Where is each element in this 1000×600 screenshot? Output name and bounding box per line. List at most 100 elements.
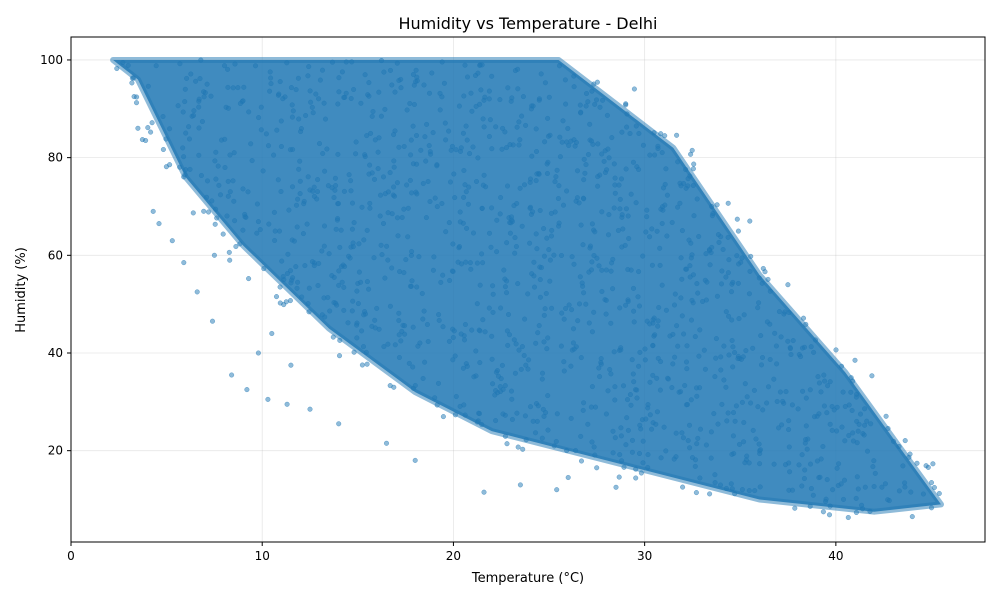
data-point [655,143,661,149]
data-point [502,276,508,282]
outlier-point [227,257,233,263]
data-point [778,334,784,340]
chart-title: Humidity vs Temperature - Delhi [398,14,657,33]
data-point [398,85,404,91]
data-point [517,137,523,143]
data-point [657,245,663,251]
data-point [821,372,827,378]
data-point [309,104,315,110]
data-point [664,233,670,239]
data-point [618,433,624,439]
data-point [735,280,741,286]
outlier-point [412,457,418,463]
data-point [376,135,382,141]
data-point [595,174,601,180]
data-point [624,415,630,421]
data-point [434,402,440,408]
data-point [571,261,577,267]
data-point [266,221,272,227]
data-point [502,412,508,418]
data-point [533,231,539,237]
data-point [382,275,388,281]
outlier-point [244,387,250,393]
data-point [120,60,126,66]
data-point [508,214,515,220]
data-point [401,143,407,150]
data-point [336,89,342,95]
data-point [533,178,539,184]
data-point [571,346,577,352]
data-point [513,243,519,250]
data-point [451,171,457,177]
data-point [618,176,625,182]
data-point [480,317,486,323]
data-point [504,240,510,246]
data-point [508,98,514,104]
data-point [581,156,587,162]
data-point [324,146,330,152]
data-point [723,485,729,492]
data-point [686,422,693,428]
data-point [321,100,327,106]
data-point [475,70,481,76]
data-point [730,364,736,370]
data-point [336,282,342,288]
data-point [538,265,545,271]
data-point [810,492,816,498]
data-point [531,259,537,265]
data-point [364,133,370,139]
data-point [868,421,874,427]
data-point [525,291,531,297]
data-point [389,211,395,217]
data-point [563,305,569,312]
data-point [744,394,750,400]
data-point [742,381,748,387]
data-point [261,266,267,272]
data-point [530,209,536,215]
data-point [385,341,391,347]
data-point [717,482,724,488]
data-point [180,109,186,115]
data-point [708,455,714,461]
data-point [902,480,908,486]
y-axis-ticks: 20 40 60 80 100 [40,53,71,458]
data-point [545,335,551,341]
data-point [407,177,413,183]
data-point [554,411,560,417]
data-point [325,183,331,189]
data-point [801,475,807,482]
data-point [348,178,354,184]
data-point [196,104,202,110]
data-point [853,509,859,516]
data-point [681,331,687,337]
outlier-point [135,125,141,131]
data-point [480,260,486,266]
data-point [502,129,508,135]
data-point [820,509,826,515]
data-point [308,99,314,105]
data-point [225,105,231,111]
data-point [462,62,468,68]
data-point [678,295,684,301]
data-point [407,283,414,289]
data-point [789,487,796,493]
data-point [447,277,453,284]
data-point [694,393,700,399]
data-point [715,421,721,427]
data-point [441,80,447,86]
outlier-point [156,221,162,227]
data-point [673,430,679,436]
data-point [568,415,574,421]
data-point [541,312,547,318]
data-point [825,383,831,389]
data-point [153,63,159,69]
data-point [473,178,480,185]
data-point [630,285,637,291]
data-point [605,146,611,152]
data-point [507,142,513,148]
data-point [859,502,865,508]
data-point [765,276,771,282]
data-point [588,267,595,273]
data-point [505,85,511,91]
data-point [474,260,480,266]
